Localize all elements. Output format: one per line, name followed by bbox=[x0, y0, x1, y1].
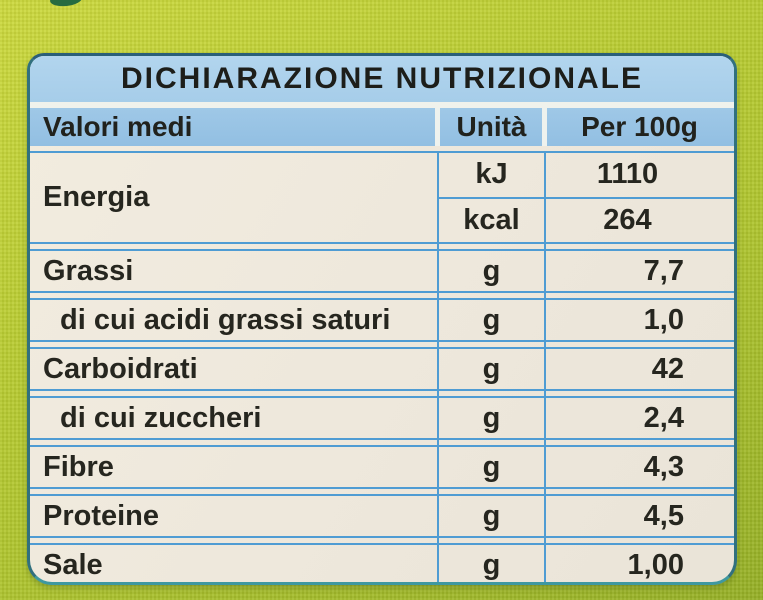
row-unit: g bbox=[482, 450, 501, 483]
row-unit: g bbox=[482, 549, 501, 581]
table-row-grassi: Grassi g 7,7 bbox=[30, 249, 734, 293]
column-divider-line bbox=[437, 151, 439, 582]
row-label: Carboidrati bbox=[43, 352, 198, 385]
energy-row-divider bbox=[438, 196, 734, 199]
column-header-unita: Unità bbox=[456, 111, 527, 142]
table-row-sale: Sale g 1,00 bbox=[30, 543, 734, 582]
column-header-per-100g: Per 100g bbox=[581, 111, 698, 142]
header-column-divider bbox=[435, 108, 440, 146]
row-label: Grassi bbox=[43, 254, 134, 287]
row-value: 264 bbox=[603, 203, 652, 236]
row-value: 2,4 bbox=[643, 401, 684, 434]
column-divider-line bbox=[544, 151, 546, 582]
row-value: 1110 bbox=[596, 158, 659, 191]
nutrition-table: Energia kJ 1110 kcal 264 Grassi g 7,7 di… bbox=[30, 151, 734, 582]
row-value: 1,0 bbox=[643, 303, 684, 336]
header-column-divider bbox=[542, 108, 547, 146]
row-value: 42 bbox=[651, 352, 684, 385]
row-value: 4,5 bbox=[643, 499, 684, 532]
column-header-valori-medi: Valori medi bbox=[43, 111, 193, 142]
row-value: 1,00 bbox=[627, 549, 684, 581]
table-row-energia: Energia kJ 1110 kcal 264 bbox=[30, 151, 734, 244]
row-unit: g bbox=[482, 254, 501, 287]
row-label: di cui acidi grassi saturi bbox=[60, 303, 391, 336]
table-header-row: Valori medi Unità Per 100g bbox=[30, 108, 734, 146]
row-label: Proteine bbox=[43, 499, 160, 532]
title-separator bbox=[30, 102, 734, 108]
row-unit: g bbox=[482, 303, 501, 336]
row-label: Fibre bbox=[43, 450, 114, 483]
table-row-zuccheri: di cui zuccheri g 2,4 bbox=[30, 396, 734, 440]
energy-subtable: kJ 1110 kcal 264 bbox=[438, 153, 734, 242]
energy-kcal-row: kcal 264 bbox=[438, 199, 734, 243]
row-unit: g bbox=[482, 499, 501, 532]
row-unit: kJ bbox=[475, 158, 508, 191]
row-label: di cui zuccheri bbox=[60, 401, 262, 434]
table-row-acidi-grassi-saturi: di cui acidi grassi saturi g 1,0 bbox=[30, 298, 734, 342]
nutrition-title: DICHIARAZIONE NUTRIZIONALE bbox=[30, 56, 734, 102]
row-unit: g bbox=[482, 352, 501, 385]
row-value: 7,7 bbox=[643, 254, 684, 287]
row-label: Sale bbox=[43, 549, 103, 581]
row-unit: g bbox=[482, 401, 501, 434]
package-graphic-fragment bbox=[49, 0, 83, 8]
row-value: 4,3 bbox=[643, 450, 684, 483]
table-row-proteine: Proteine g 4,5 bbox=[30, 494, 734, 538]
row-label: Energia bbox=[43, 181, 150, 213]
table-row-carboidrati: Carboidrati g 42 bbox=[30, 347, 734, 391]
table-row-fibre: Fibre g 4,3 bbox=[30, 445, 734, 489]
energy-kj-row: kJ 1110 bbox=[438, 153, 734, 197]
row-unit: kcal bbox=[463, 203, 520, 236]
nutrition-label: DICHIARAZIONE NUTRIZIONALE Valori medi U… bbox=[27, 53, 737, 585]
